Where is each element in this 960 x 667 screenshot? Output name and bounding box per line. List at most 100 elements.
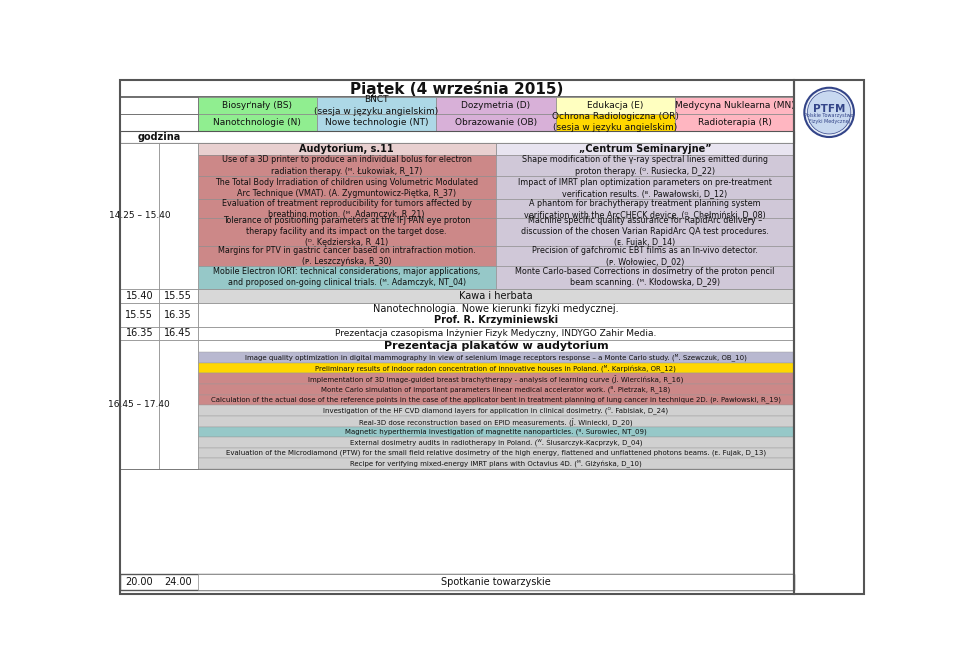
- Bar: [198, 416, 794, 426]
- Bar: [794, 80, 864, 594]
- Bar: [120, 327, 158, 340]
- Text: Image quality optimization in digital mammography in view of selenium image rece: Image quality optimization in digital ma…: [245, 354, 747, 361]
- Text: Radioterapia (R): Radioterapia (R): [698, 118, 772, 127]
- Text: 15.40: 15.40: [126, 291, 154, 301]
- Bar: [675, 114, 794, 131]
- Bar: [198, 458, 794, 469]
- Bar: [198, 374, 794, 384]
- Text: 15.55: 15.55: [164, 291, 192, 301]
- Text: Ochrona Radiologiczna (OR)
(sesja w języku angielskim): Ochrona Radiologiczna (OR) (sesja w języ…: [552, 112, 679, 133]
- Text: Nowe technologie (NT): Nowe technologie (NT): [324, 118, 428, 127]
- Text: Calculation of the actual dose of the reference points in the case of the applic: Calculation of the actual dose of the re…: [211, 397, 780, 404]
- Text: Evaluation of treatment reproducibility for tumors affected by
breathing motion.: Evaluation of treatment reproducibility …: [222, 199, 471, 219]
- Text: Evaluation of the Microdiamond (PTW) for the small field relative dosimetry of t: Evaluation of the Microdiamond (PTW) for…: [226, 450, 766, 456]
- Text: Nanotchnologie (N): Nanotchnologie (N): [213, 118, 301, 127]
- Bar: [198, 97, 317, 114]
- Text: External dosimetry audits in radiotherapy in Poland. (ᵂ. Ślusarczyk-Kacprzyk, D_: External dosimetry audits in radiotherap…: [349, 439, 642, 447]
- Bar: [198, 245, 496, 265]
- Bar: [120, 143, 158, 289]
- Text: Use of a 3D printer to produce an individual bolus for electron
radiation therap: Use of a 3D printer to produce an indivi…: [222, 155, 471, 175]
- Bar: [198, 218, 496, 245]
- Bar: [198, 155, 496, 176]
- Text: A phantom for brachytherapy treatment planning system
verification with the ArcC: A phantom for brachytherapy treatment pl…: [524, 199, 766, 219]
- Circle shape: [804, 88, 854, 137]
- Text: Implementation of 3D image-guided breast brachytherapy - analysis of learning cu: Implementation of 3D image-guided breast…: [308, 374, 684, 383]
- Bar: [158, 327, 198, 340]
- Bar: [496, 155, 794, 176]
- Bar: [794, 80, 864, 594]
- Bar: [496, 143, 794, 155]
- Text: Dozymetria (D): Dozymetria (D): [462, 101, 531, 110]
- Text: 24.00: 24.00: [164, 577, 192, 587]
- Bar: [158, 340, 198, 469]
- Text: Audytorium, s.11: Audytorium, s.11: [300, 144, 394, 154]
- Bar: [120, 114, 198, 131]
- Bar: [198, 574, 794, 590]
- Text: Real-3D dose reconstruction based on EPID measurements. (Ĵ. Winiecki, D_20): Real-3D dose reconstruction based on EPI…: [359, 417, 633, 426]
- Bar: [120, 340, 158, 469]
- Bar: [496, 265, 794, 289]
- Bar: [496, 176, 794, 199]
- Bar: [120, 80, 794, 97]
- Text: 14.25 – 15.40: 14.25 – 15.40: [108, 211, 170, 221]
- Text: Shape modification of the γ-ray spectral lines emitted during
proton therapy. (ᴼ: Shape modification of the γ-ray spectral…: [522, 155, 768, 175]
- Text: Kawa i herbata: Kawa i herbata: [459, 291, 533, 301]
- Bar: [198, 289, 794, 303]
- Text: Magnetic hyperthermia investigation of magnetite nanoparticles. (ᵍ. Surowiec, NT: Magnetic hyperthermia investigation of m…: [345, 429, 647, 436]
- Text: „Centrum Seminaryjne”: „Centrum Seminaryjne”: [579, 144, 711, 154]
- Text: Biosyґnały (BS): Biosyґnały (BS): [222, 101, 292, 110]
- Bar: [496, 199, 794, 218]
- Text: Recipe for verifying mixed-energy IMRT plans with Octavius 4D. (ᴹ. Giżyńska, D_1: Recipe for verifying mixed-energy IMRT p…: [350, 460, 641, 468]
- Text: PTFM: PTFM: [813, 103, 846, 113]
- Text: 16.35: 16.35: [164, 310, 192, 320]
- Text: Mobile Electron IORT: technical considerations, major applications,
and proposed: Mobile Electron IORT: technical consider…: [213, 267, 480, 287]
- Circle shape: [807, 91, 851, 134]
- Text: Medycyna Nuklearna (MN): Medycyna Nuklearna (MN): [675, 101, 795, 110]
- Text: Machine specific quality assurance for RapidArc delivery –
discussion of the cho: Machine specific quality assurance for R…: [521, 216, 769, 247]
- Bar: [556, 114, 675, 131]
- Text: Precision of gafchromic EBT films as an In-vivo detector.
(ᴘ. Wołowiec, D_02): Precision of gafchromic EBT films as an …: [532, 245, 758, 265]
- Bar: [120, 574, 794, 590]
- Text: Edukacja (E): Edukacja (E): [587, 101, 643, 110]
- Bar: [120, 469, 794, 574]
- Bar: [120, 303, 158, 327]
- Bar: [198, 327, 794, 340]
- Bar: [198, 448, 794, 458]
- Text: Prof. R. Krzyminiewski: Prof. R. Krzyminiewski: [434, 315, 558, 325]
- Bar: [496, 245, 794, 265]
- Text: Piątek (4 września 2015): Piątek (4 września 2015): [350, 81, 564, 97]
- Text: 16.35: 16.35: [126, 328, 154, 338]
- Text: The Total Body Irradiation of children using Volumetric Modulated
Arc Technique : The Total Body Irradiation of children u…: [215, 178, 478, 198]
- Bar: [198, 114, 317, 131]
- Bar: [198, 176, 496, 199]
- Text: Investigation of the HF CVD diamond layers for application in clinical dosimetry: Investigation of the HF CVD diamond laye…: [324, 406, 668, 414]
- Bar: [198, 265, 496, 289]
- Bar: [198, 384, 794, 395]
- Bar: [158, 303, 198, 327]
- Text: 15.55: 15.55: [126, 310, 154, 320]
- Bar: [120, 97, 198, 114]
- Bar: [198, 426, 794, 438]
- Text: 20.00: 20.00: [126, 577, 154, 587]
- Text: Nanotechnologia. Nowe kierunki fizyki medycznej.: Nanotechnologia. Nowe kierunki fizyki me…: [373, 303, 618, 313]
- Text: Monte Carlo-based Corrections in dosimetry of the proton pencil
beam scanning. (: Monte Carlo-based Corrections in dosimet…: [516, 267, 775, 287]
- Bar: [198, 438, 794, 448]
- Text: 16.45: 16.45: [164, 328, 192, 338]
- Bar: [436, 97, 556, 114]
- Bar: [317, 114, 436, 131]
- Bar: [436, 114, 556, 131]
- Text: Preliminary results of indoor radon concentration of innovative houses in Poland: Preliminary results of indoor radon conc…: [316, 364, 676, 372]
- Text: 16.45 – 17.40: 16.45 – 17.40: [108, 400, 170, 409]
- Text: Impact of IMRT plan optimization parameters on pre-treatment
verification result: Impact of IMRT plan optimization paramet…: [518, 178, 772, 198]
- Bar: [198, 143, 496, 155]
- Bar: [158, 289, 198, 303]
- Bar: [496, 218, 794, 245]
- Bar: [198, 352, 794, 363]
- Text: Spotkanie towarzyskie: Spotkanie towarzyskie: [441, 577, 551, 587]
- Text: Polskie Towarzystwo
Fizyki Medycznej: Polskie Towarzystwo Fizyki Medycznej: [804, 113, 854, 124]
- Text: Margins for PTV in gastric cancer based on intrafraction motion.
(ᴘ. Leszczyńska: Margins for PTV in gastric cancer based …: [218, 245, 475, 265]
- Bar: [556, 97, 675, 114]
- Bar: [675, 97, 794, 114]
- Bar: [158, 143, 198, 289]
- Text: Monte Carlo simulation of important parameters linear medical accelerator work. : Monte Carlo simulation of important para…: [322, 386, 670, 394]
